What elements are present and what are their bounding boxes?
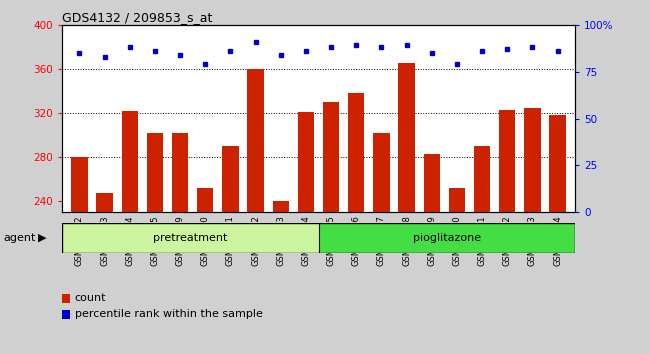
Text: pioglitazone: pioglitazone [413,233,481,243]
Bar [398,63,415,212]
Bar [172,133,188,212]
Bar [373,133,389,212]
Text: count: count [75,293,106,303]
Bar [318,223,575,253]
Bar [424,154,440,212]
Bar [549,115,566,212]
Bar [96,193,112,212]
Bar [222,146,239,212]
Bar [298,112,314,212]
Bar [525,108,541,212]
Bar [348,93,365,212]
Bar [474,146,490,212]
Bar [122,111,138,212]
Bar [272,201,289,212]
Bar [72,157,88,212]
Bar [147,133,163,212]
Text: percentile rank within the sample: percentile rank within the sample [75,309,263,319]
Bar [62,223,318,253]
Text: ▶: ▶ [38,233,46,243]
Bar [197,188,213,212]
Text: pretreatment: pretreatment [153,233,228,243]
Bar [248,69,264,212]
Text: GDS4132 / 209853_s_at: GDS4132 / 209853_s_at [62,11,212,24]
Bar [323,102,339,212]
Bar [448,188,465,212]
Text: agent: agent [3,233,36,243]
Bar [499,110,515,212]
